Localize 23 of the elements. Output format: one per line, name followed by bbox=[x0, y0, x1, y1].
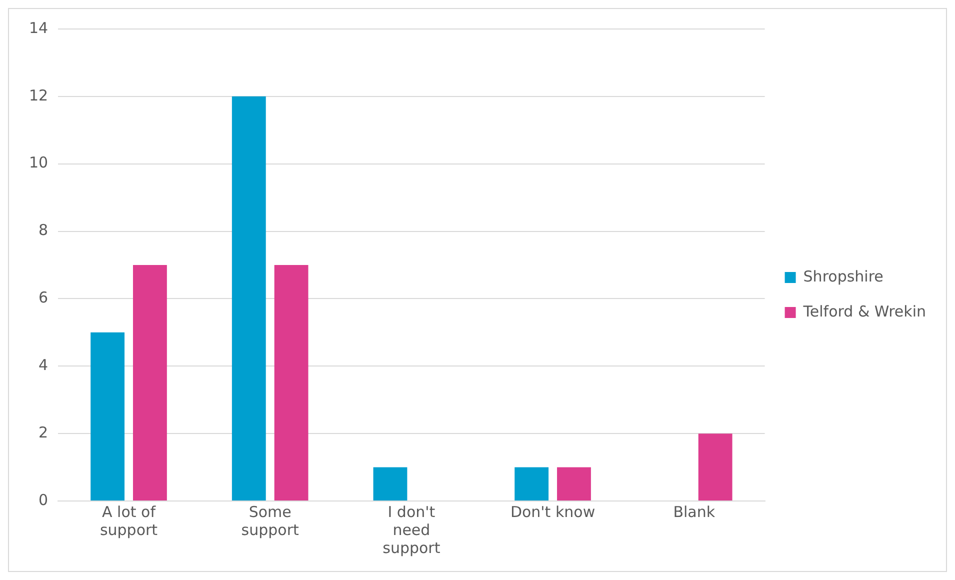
x-tick-label: Some support bbox=[241, 502, 300, 539]
legend-label: Shropshire bbox=[803, 267, 884, 286]
bar bbox=[557, 467, 591, 500]
y-tick-label: 4 bbox=[38, 356, 48, 374]
y-tick-label: 8 bbox=[38, 221, 48, 240]
bar bbox=[514, 467, 549, 500]
bar bbox=[274, 265, 308, 500]
y-tick-label: 0 bbox=[38, 490, 48, 509]
y-tick-label: 6 bbox=[38, 288, 48, 307]
bar bbox=[90, 332, 125, 500]
y-tick-label: 10 bbox=[28, 154, 48, 172]
bar bbox=[133, 265, 167, 500]
y-tick-label: 12 bbox=[28, 86, 48, 104]
x-tick-label: Blank bbox=[673, 502, 716, 521]
x-tick-label: Don't know bbox=[510, 502, 596, 521]
x-tick-label: I don't need support bbox=[382, 502, 440, 557]
x-tick-label: A lot of support bbox=[100, 502, 158, 539]
bar bbox=[232, 96, 266, 500]
y-tick-label: 14 bbox=[28, 18, 48, 37]
bar bbox=[373, 467, 408, 500]
y-tick-label: 2 bbox=[38, 423, 48, 442]
bar bbox=[698, 434, 732, 500]
legend-label: Telford & Wrekin bbox=[802, 302, 926, 320]
